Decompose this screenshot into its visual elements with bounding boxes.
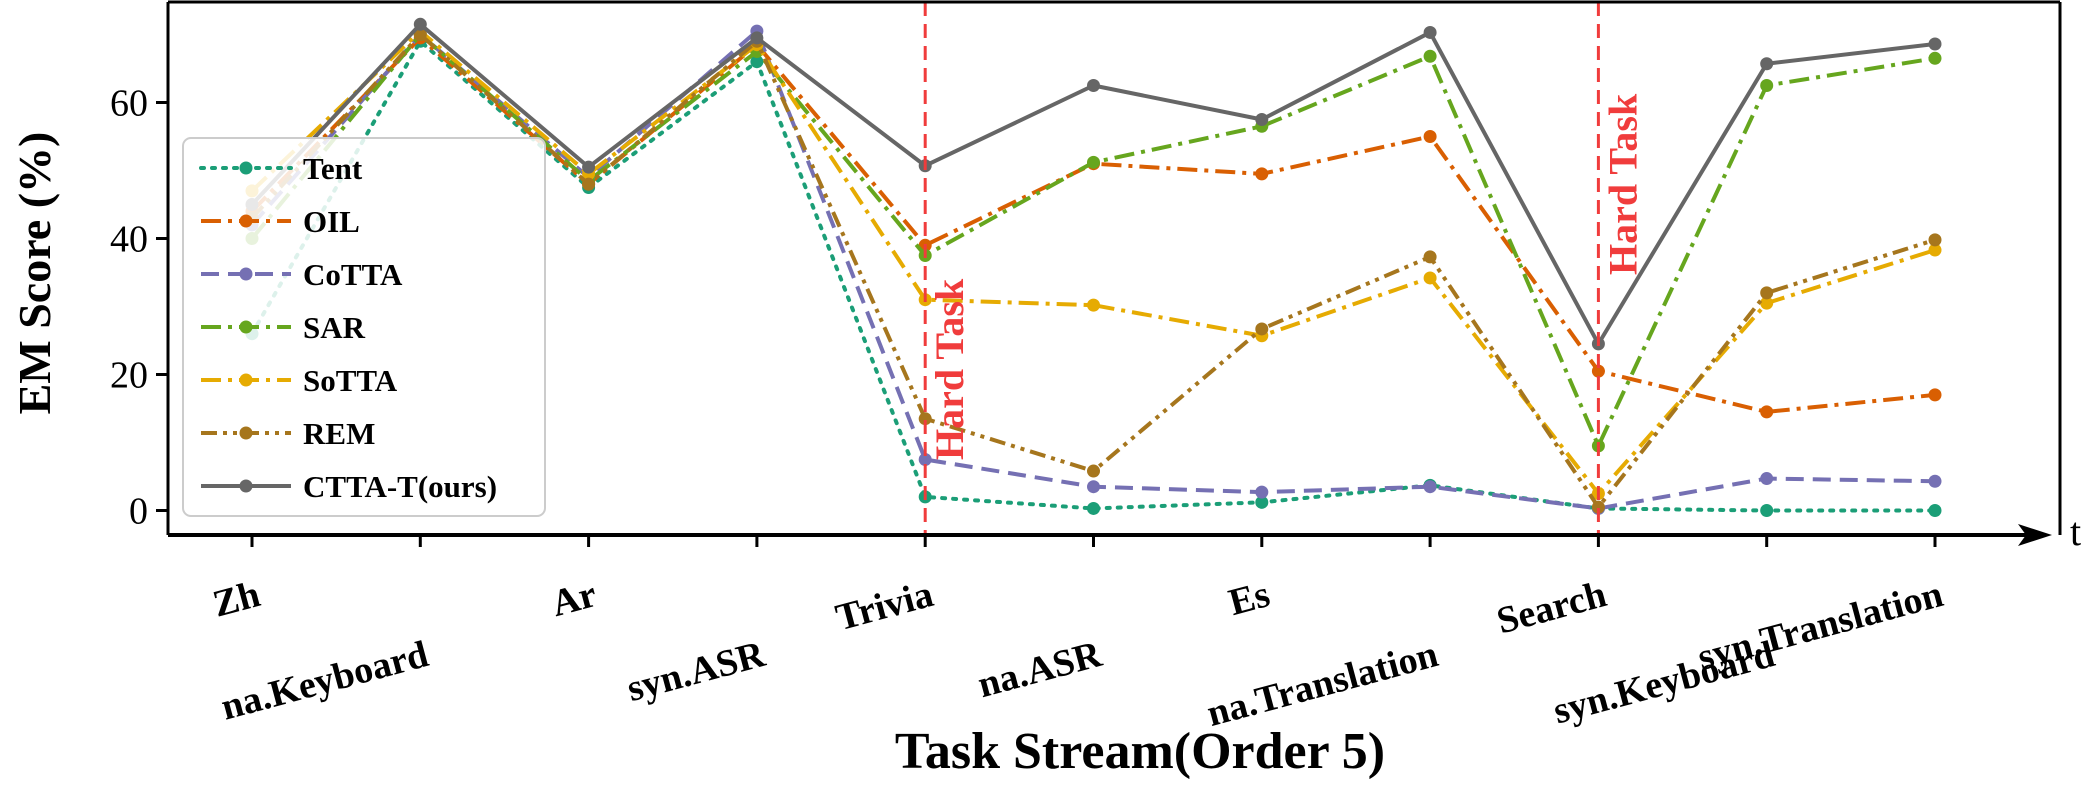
series-ctta-t-ours-	[245, 17, 1942, 351]
legend-label: REM	[303, 416, 375, 451]
legend-marker	[239, 479, 253, 493]
legend-item: REM	[201, 416, 375, 451]
data-point	[413, 28, 427, 41]
x-tick-label: Zh	[209, 573, 265, 626]
legend-label: SoTTA	[303, 363, 398, 398]
x-axis-end-label: t	[2070, 509, 2081, 554]
data-point	[1423, 480, 1437, 494]
data-point	[1255, 322, 1269, 336]
legend-item: OIL	[201, 204, 360, 239]
data-point	[750, 55, 764, 69]
x-tick-label: Ar	[547, 573, 601, 625]
data-point	[1423, 49, 1437, 63]
x-tick-label: Search	[1492, 573, 1610, 642]
data-point	[1928, 233, 1942, 247]
data-point	[1087, 155, 1100, 169]
series-layer	[245, 17, 1942, 517]
x-axis-label: Task Stream(Order 5)	[895, 723, 1385, 780]
annotation-layer: Hard Task Hard Task	[923, 2, 1645, 535]
legend-marker	[239, 320, 253, 334]
legend-label: CoTTA	[303, 257, 403, 292]
data-point	[1423, 25, 1437, 39]
data-point	[1760, 57, 1774, 71]
data-point	[918, 412, 932, 426]
legend-item: SoTTA	[201, 363, 398, 398]
hard-task-label: Hard Task	[1600, 93, 1645, 275]
data-point	[1928, 37, 1942, 51]
legend-marker	[239, 214, 253, 228]
hard-task-label: Hard Task	[927, 278, 972, 460]
data-point	[1928, 388, 1942, 402]
data-point	[1423, 271, 1437, 285]
data-point	[1760, 296, 1774, 310]
data-point	[1087, 464, 1100, 478]
data-point	[413, 17, 427, 31]
data-point	[1423, 250, 1437, 264]
data-point	[1760, 504, 1774, 517]
legend-marker	[239, 373, 253, 387]
data-point	[1760, 405, 1774, 419]
data-point	[1760, 79, 1774, 92]
data-point	[918, 453, 932, 466]
x-tick-label: syn.Translation	[1693, 573, 1947, 679]
x-tick-label: Trivia	[832, 573, 938, 639]
data-point	[1760, 472, 1774, 486]
legend-item: CoTTA	[201, 257, 403, 292]
legend-item: SAR	[201, 310, 366, 345]
legend-label: Tent	[303, 151, 363, 186]
legend-marker	[239, 161, 253, 175]
data-point	[582, 160, 596, 174]
data-point	[1928, 504, 1942, 517]
data-point	[1087, 480, 1100, 494]
data-point	[1591, 500, 1605, 514]
data-point	[1591, 364, 1605, 378]
data-point	[1423, 130, 1437, 143]
y-tick-label: 60	[110, 83, 148, 125]
data-point	[1928, 243, 1942, 257]
y-tick-label: 40	[110, 219, 148, 261]
data-point	[1087, 298, 1100, 312]
data-point	[1255, 167, 1269, 181]
x-tick-label: na.Keyboard	[217, 633, 433, 728]
data-point	[1928, 51, 1942, 65]
data-point	[1087, 79, 1100, 92]
data-point	[1255, 485, 1269, 499]
legend-item: CTTA-T(ours)	[201, 469, 497, 504]
y-axis-label: EM Score (%)	[9, 132, 60, 415]
y-tick-label: 0	[129, 491, 148, 533]
data-point	[582, 177, 596, 191]
legend: Tent OIL CoTTA SAR SoTTA REM CTTA-T(ours)	[182, 137, 546, 517]
legend-box	[182, 137, 546, 517]
legend-label: OIL	[303, 204, 360, 239]
legend-label: CTTA-T(ours)	[303, 469, 497, 504]
legend-marker	[239, 426, 253, 440]
x-axis-arrow	[2018, 524, 2052, 546]
data-point	[1255, 113, 1269, 126]
data-point	[750, 31, 764, 45]
y-tick-label: 20	[110, 355, 148, 397]
legend-marker	[239, 267, 253, 281]
x-tick-label: syn.ASR	[623, 633, 770, 710]
x-tick-label: Es	[1224, 573, 1274, 624]
data-point	[1760, 286, 1774, 300]
legend-label: SAR	[303, 310, 366, 345]
data-point	[1928, 474, 1942, 488]
data-point	[1087, 501, 1100, 515]
x-tick-label: na.ASR	[974, 633, 1107, 706]
x-tick-label: na.Translation	[1203, 633, 1443, 735]
data-point	[1255, 495, 1269, 509]
legend-item: Tent	[199, 151, 363, 186]
